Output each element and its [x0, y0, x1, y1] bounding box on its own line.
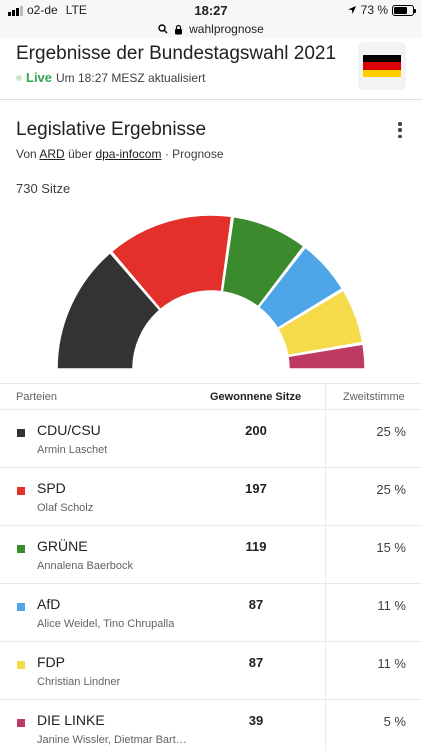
live-badge: Live: [26, 70, 53, 85]
status-left: o2-de LTE: [8, 3, 87, 17]
chart-slice-spd: [110, 214, 233, 311]
flag-stripe-red: [363, 62, 401, 70]
chart-slice-fdp: [276, 289, 364, 357]
total-seats: 730 Sitze: [16, 181, 71, 196]
party-seats: 200: [245, 423, 267, 438]
party-color-swatch: [17, 661, 25, 669]
table-row: SPD Olaf Scholz 197 25 %: [0, 468, 422, 526]
party-votes: 25 %: [376, 482, 406, 497]
flag-stripe-gold: [363, 69, 401, 77]
party-color-swatch: [17, 545, 25, 553]
party-seats: 119: [245, 539, 267, 554]
battery-percent: 73 %: [360, 3, 388, 17]
carrier-label: o2-de: [27, 3, 58, 17]
party-leader: Armin Laschet: [37, 444, 108, 456]
party-color-swatch: [17, 603, 25, 611]
party-votes: 11 %: [377, 656, 406, 671]
results-header: Ergebnisse der Bundestagswahl 2021 Live …: [0, 38, 422, 100]
party-leader: Janine Wissler, Dietmar Bartsch: [37, 734, 187, 746]
status-right: 73 %: [347, 3, 416, 17]
table-row: AfD Alice Weidel, Tino Chrupalla 87 11 %: [0, 584, 422, 642]
party-leader: Annalena Baerbock: [37, 560, 134, 572]
party-seats: 39: [248, 713, 264, 728]
flag-germany-icon: [358, 42, 406, 90]
updated-text: Um 18:27 MESZ aktualisiert: [56, 70, 206, 85]
party-seats: 87: [248, 597, 264, 612]
col-seats[interactable]: Gewonnene Sitze: [210, 391, 302, 403]
party-color-swatch: [17, 719, 25, 727]
column-divider: [325, 383, 326, 750]
live-dot-icon: [16, 74, 22, 81]
party-leader: Alice Weidel, Tino Chrupalla: [37, 618, 175, 630]
table-row: FDP Christian Lindner 87 11 %: [0, 642, 422, 700]
page-title: Ergebnisse der Bundestagswahl 2021: [16, 43, 337, 64]
battery-icon: [392, 4, 416, 16]
lock-icon: [175, 24, 183, 34]
source-prefix: Von: [16, 147, 37, 161]
party-leader: Olaf Scholz: [37, 502, 94, 514]
more-vert-icon[interactable]: [396, 122, 404, 138]
source-dpa-link[interactable]: dpa-infocom: [95, 147, 162, 161]
table-row: GRÜNE Annalena Baerbock 119 15 %: [0, 526, 422, 584]
party-color-swatch: [17, 487, 25, 495]
results-table-header: Parteien Gewonnene Sitze Zweitstimme: [0, 383, 422, 410]
party-votes: 25 %: [376, 424, 406, 439]
flag-stripe-black: [363, 55, 401, 63]
chart-slice-afd: [257, 246, 344, 330]
chart-slice-die-linke: [287, 343, 366, 370]
live-status: Live Um 18:27 MESZ aktualisiert: [16, 70, 205, 85]
network-label: LTE: [65, 3, 87, 17]
source-via: über: [68, 147, 93, 161]
party-seats: 197: [245, 481, 267, 496]
col-votes[interactable]: Zweitstimme: [343, 391, 405, 403]
flag: [363, 55, 401, 77]
location-arrow-icon: [347, 6, 356, 14]
signal-icon: [8, 5, 23, 16]
party-leader: Christian Lindner: [37, 676, 121, 688]
source-line: Von ARD über dpa-infocom · Prognose: [16, 147, 224, 161]
party-name: SPD: [37, 480, 66, 496]
party-votes: 11 %: [377, 598, 406, 613]
url-bar[interactable]: wahlprognose: [0, 20, 422, 38]
party-votes: 15 %: [376, 540, 406, 555]
col-party: Parteien: [16, 391, 57, 403]
source-suffix: · Prognose: [164, 147, 224, 161]
chart-slice-gr-ne: [221, 215, 305, 308]
battery-level: [394, 6, 408, 14]
party-seats: 87: [248, 655, 264, 670]
table-row: CDU/CSU Armin Laschet 200 25 %: [0, 410, 422, 468]
seat-distribution-chart: [56, 214, 366, 370]
clock: 18:27: [194, 3, 228, 18]
chart-slice-cdu-csu: [56, 251, 161, 370]
section-title: Legislative Ergebnisse: [16, 119, 207, 140]
url-text: wahlprognose: [189, 22, 264, 36]
party-color-swatch: [17, 429, 25, 437]
status-bar: o2-de LTE 18:27 73 %: [0, 0, 422, 20]
party-name: DIE LINKE: [37, 712, 105, 728]
party-votes: 5 %: [383, 714, 406, 729]
search-icon: [158, 24, 168, 34]
party-name: CDU/CSU: [37, 422, 101, 438]
party-name: GRÜNE: [37, 538, 88, 554]
party-name: AfD: [37, 596, 61, 612]
party-name: FDP: [37, 654, 65, 670]
source-ard-link[interactable]: ARD: [39, 147, 65, 161]
table-row: DIE LINKE Janine Wissler, Dietmar Bartsc…: [0, 700, 422, 750]
